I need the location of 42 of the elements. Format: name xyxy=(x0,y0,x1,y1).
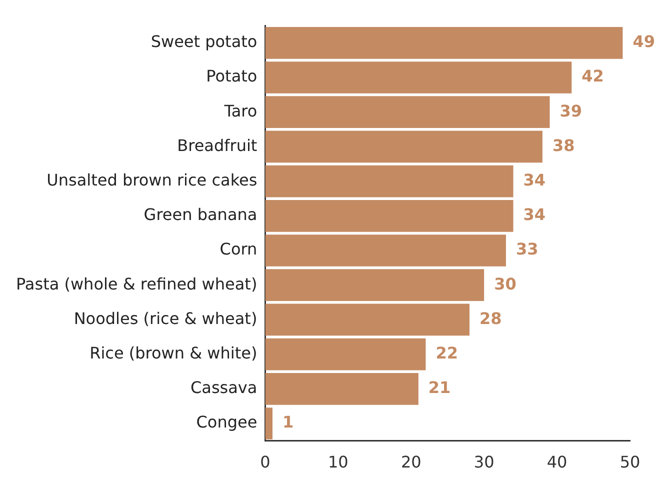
bar xyxy=(265,200,514,232)
bar xyxy=(265,130,542,163)
bar xyxy=(265,408,272,440)
bar xyxy=(265,372,418,405)
bar xyxy=(265,26,623,59)
x-tick-label: 40 xyxy=(546,452,568,472)
y-tick-label: Green banana xyxy=(144,205,258,224)
data-label: 39 xyxy=(560,101,582,120)
bar xyxy=(265,304,470,336)
data-label: 21 xyxy=(428,378,451,398)
data-label: 38 xyxy=(552,136,575,155)
y-tick-label: Unsalted brown rice cakes xyxy=(46,170,258,190)
y-tick-label: Sweet potato xyxy=(150,32,258,52)
data-label: 34 xyxy=(523,205,546,224)
bar xyxy=(265,62,572,94)
bar xyxy=(265,234,506,266)
data-label: 28 xyxy=(479,308,502,328)
y-tick-label: Breadfruit xyxy=(177,136,258,155)
x-tick-label: 0 xyxy=(260,452,270,472)
x-tick-label: 30 xyxy=(474,452,494,472)
data-label: 42 xyxy=(582,66,604,86)
y-tick-label: Cassava xyxy=(190,378,258,398)
bar xyxy=(265,96,550,128)
y-tick-label: Taro xyxy=(223,101,258,120)
y-tick-label: Corn xyxy=(220,240,258,259)
data-label: 1 xyxy=(282,412,294,432)
data-label: 22 xyxy=(436,343,458,362)
x-tick-label: 20 xyxy=(400,452,422,472)
bar xyxy=(265,165,514,198)
x-tick-label: 10 xyxy=(328,452,348,472)
data-label: 33 xyxy=(516,240,538,259)
data-label: 34 xyxy=(523,170,546,190)
bar xyxy=(265,338,426,370)
bar xyxy=(265,269,484,302)
data-label: 30 xyxy=(494,274,516,294)
y-tick-label: Potato xyxy=(206,66,258,86)
y-tick-label: Noodles (rice & wheat) xyxy=(74,308,258,328)
y-tick-label: Pasta (whole & refined wheat) xyxy=(16,274,258,294)
x-tick-label: 50 xyxy=(620,452,640,472)
data-label: 49 xyxy=(632,32,655,52)
y-tick-label: Congee xyxy=(196,412,258,432)
y-tick-label: Rice (brown & white) xyxy=(90,343,258,362)
